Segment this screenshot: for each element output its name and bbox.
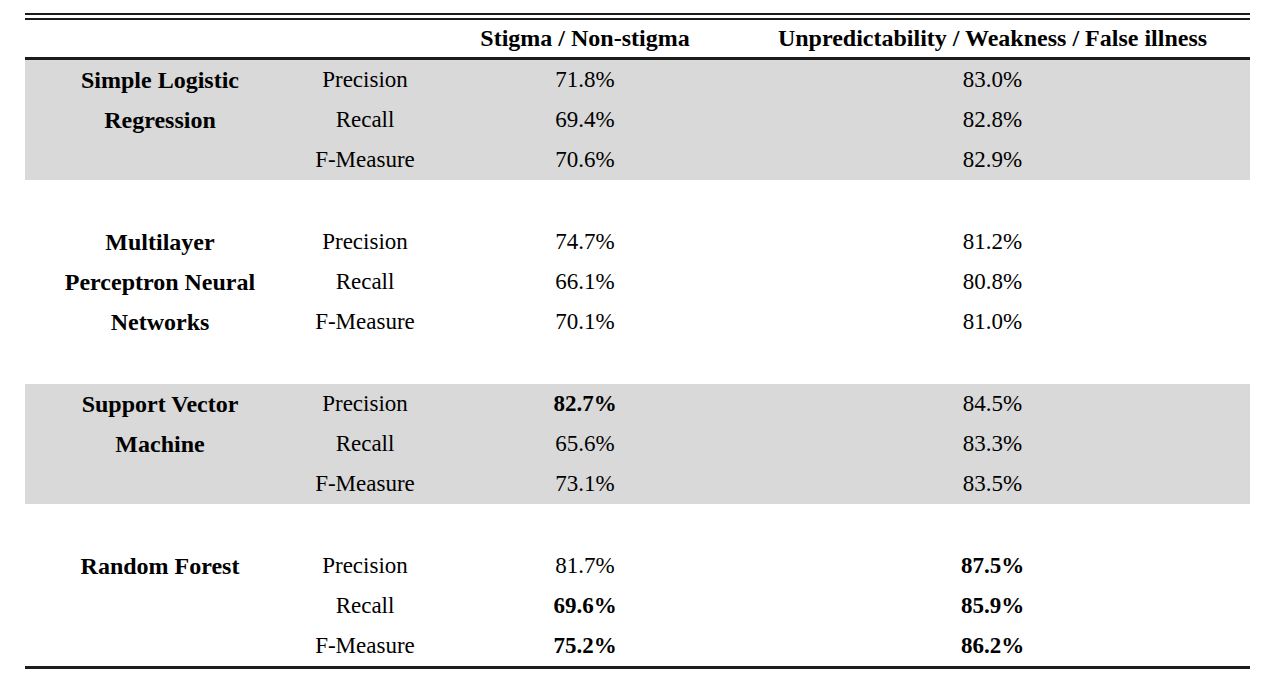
section-simple-logistic-regression: Simple Logistic Regression Precision 71.… <box>25 60 1250 180</box>
metric-value-task2: 87.5% <box>735 546 1250 586</box>
metric-value-task2: 85.9% <box>735 586 1250 626</box>
metric-label: Recall <box>295 424 435 464</box>
section-gap <box>25 342 1250 384</box>
metric-label: Recall <box>295 100 435 140</box>
results-table-page: Stigma / Non-stigma Unpredictability / W… <box>0 0 1269 698</box>
metric-label: Precision <box>295 60 435 100</box>
column-header-unpredictability-weakness-false-illness: Unpredictability / Weakness / False illn… <box>735 25 1250 52</box>
metric-value-task1: 69.6% <box>435 586 735 626</box>
metric-label: Recall <box>295 262 435 302</box>
metric-value-task2: 83.0% <box>735 60 1250 100</box>
metric-label: Recall <box>295 586 435 626</box>
section-gap <box>25 504 1250 546</box>
metric-value-task2: 80.8% <box>735 262 1250 302</box>
metric-value-task1: 82.7% <box>435 384 735 424</box>
model-name-line: Simple Logistic <box>25 60 295 100</box>
metric-label: F-Measure <box>295 626 435 666</box>
model-name: Support Vector Machine <box>25 384 295 504</box>
metric-label: F-Measure <box>295 140 435 180</box>
metric-label: Precision <box>295 384 435 424</box>
metric-value-task2: 83.3% <box>735 424 1250 464</box>
column-header-stigma-nonstigma: Stigma / Non-stigma <box>435 25 735 52</box>
metric-value-task2: 84.5% <box>735 384 1250 424</box>
metric-value-task1: 71.8% <box>435 60 735 100</box>
table-header-row: Stigma / Non-stigma Unpredictability / W… <box>25 20 1250 57</box>
metric-value-task1: 65.6% <box>435 424 735 464</box>
metric-value-task1: 69.4% <box>435 100 735 140</box>
model-name: Random Forest <box>25 546 295 666</box>
table-bottom-rule <box>25 666 1250 669</box>
metric-value-task1: 73.1% <box>435 464 735 504</box>
section-support-vector-machine: Support Vector Machine Precision 82.7% 8… <box>25 384 1250 504</box>
model-name-line: Networks <box>25 302 295 342</box>
model-name-line: Machine <box>25 424 295 464</box>
section-random-forest: Random Forest Precision 81.7% 87.5% Reca… <box>25 546 1250 666</box>
metric-value-task2: 86.2% <box>735 626 1250 666</box>
model-name-line: Multilayer <box>25 222 295 262</box>
model-name: Multilayer Perceptron Neural Networks <box>25 222 295 342</box>
metric-value-task2: 83.5% <box>735 464 1250 504</box>
model-name-line: Random Forest <box>25 546 295 586</box>
metric-value-task1: 74.7% <box>435 222 735 262</box>
metric-value-task2: 82.9% <box>735 140 1250 180</box>
metric-value-task1: 70.1% <box>435 302 735 342</box>
metric-label: Precision <box>295 222 435 262</box>
section-multilayer-perceptron-neural-networks: Multilayer Perceptron Neural Networks Pr… <box>25 222 1250 342</box>
metric-value-task1: 66.1% <box>435 262 735 302</box>
metric-value-task2: 81.0% <box>735 302 1250 342</box>
metric-value-task1: 70.6% <box>435 140 735 180</box>
metric-label: Precision <box>295 546 435 586</box>
model-name-line: Support Vector <box>25 384 295 424</box>
metric-label: F-Measure <box>295 464 435 504</box>
model-name-line: Regression <box>25 100 295 140</box>
model-name-line: Perceptron Neural <box>25 262 295 302</box>
table-top-rule <box>25 13 1250 20</box>
model-name: Simple Logistic Regression <box>25 60 295 180</box>
classification-results-table: Stigma / Non-stigma Unpredictability / W… <box>25 13 1250 669</box>
section-gap <box>25 180 1250 222</box>
metric-value-task2: 81.2% <box>735 222 1250 262</box>
metric-label: F-Measure <box>295 302 435 342</box>
metric-value-task2: 82.8% <box>735 100 1250 140</box>
metric-value-task1: 81.7% <box>435 546 735 586</box>
metric-value-task1: 75.2% <box>435 626 735 666</box>
